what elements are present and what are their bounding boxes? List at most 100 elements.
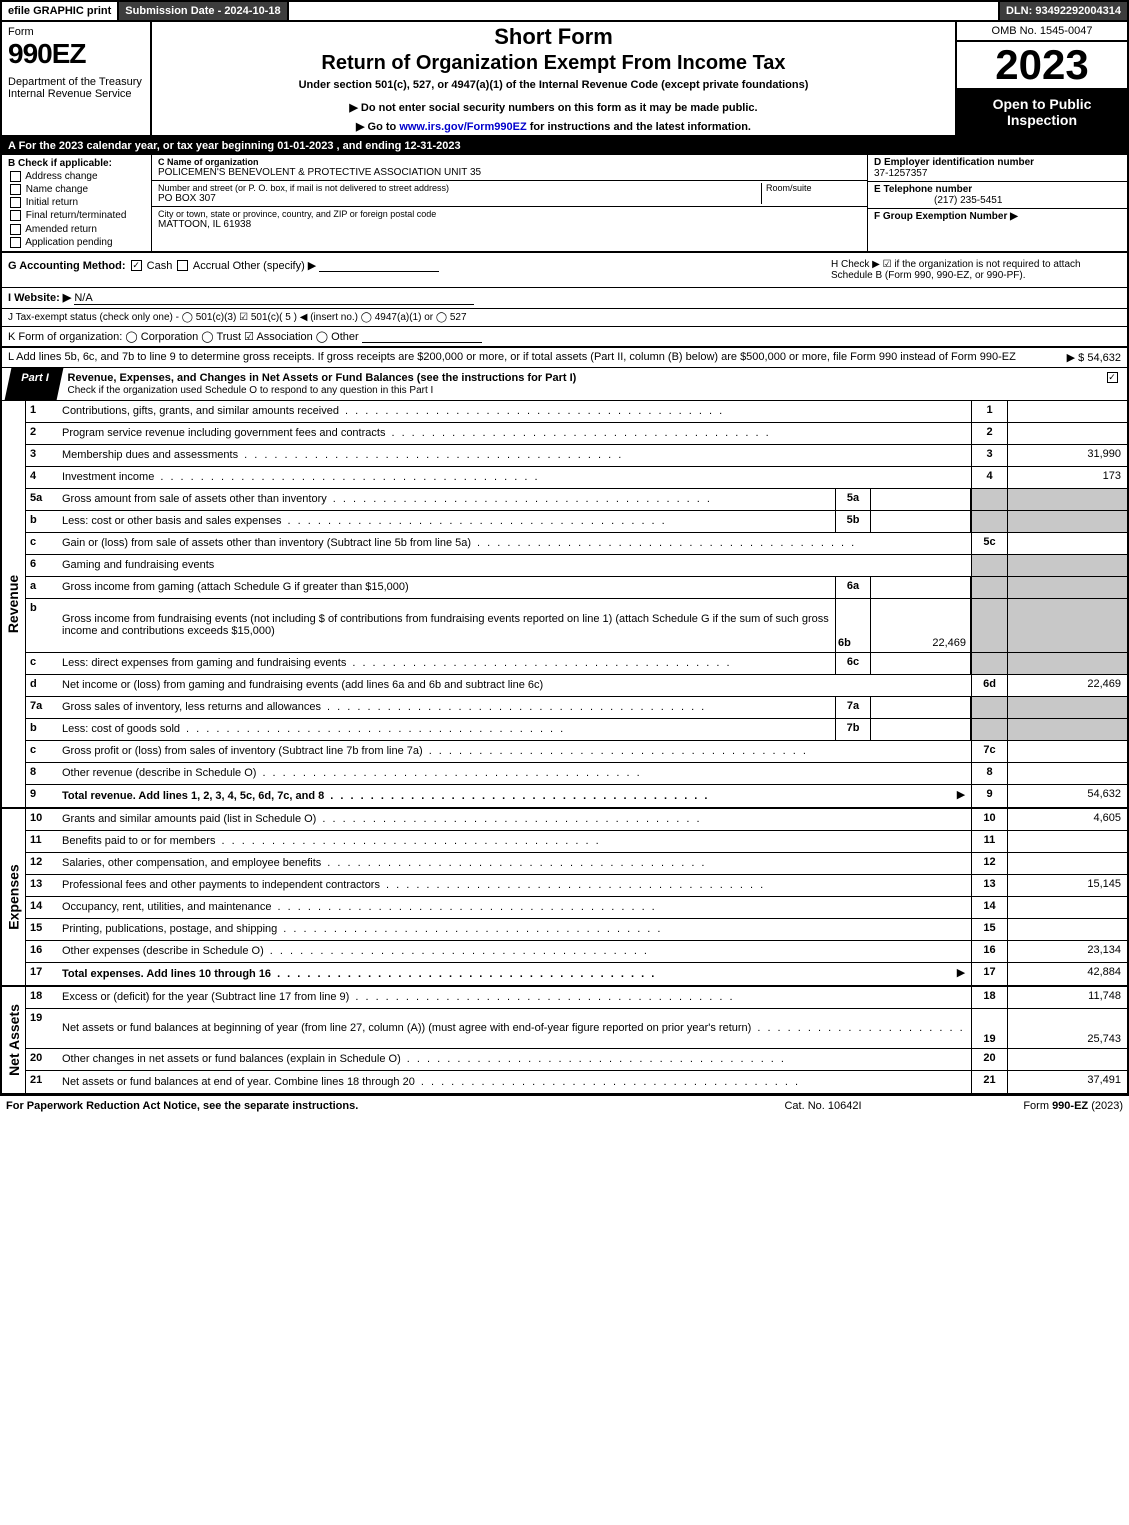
line-6c: cLess: direct expenses from gaming and f… <box>26 653 1127 675</box>
section-l: L Add lines 5b, 6c, and 7b to line 9 to … <box>0 348 1129 368</box>
line-6: 6Gaming and fundraising events <box>26 555 1127 577</box>
header-left: Form 990EZ Department of the Treasury In… <box>2 22 152 135</box>
form-header: Form 990EZ Department of the Treasury In… <box>0 22 1129 137</box>
i-label: I Website: ▶ <box>8 292 71 304</box>
accrual-label: Accrual <box>193 260 230 272</box>
chk-final-return[interactable]: Final return/terminated <box>8 210 145 221</box>
line-3: 3Membership dues and assessments331,990 <box>26 445 1127 467</box>
line-20: 20Other changes in net assets or fund ba… <box>26 1049 1127 1071</box>
revenue-table: Revenue 1Contributions, gifts, grants, a… <box>0 401 1129 809</box>
line-5c: cGain or (loss) from sale of assets othe… <box>26 533 1127 555</box>
line-6d: dNet income or (loss) from gaming and fu… <box>26 675 1127 697</box>
section-b-checkboxes: B Check if applicable: Address change Na… <box>2 155 152 251</box>
line-11: 11Benefits paid to or for members11 <box>26 831 1127 853</box>
line-19: 19Net assets or fund balances at beginni… <box>26 1009 1127 1049</box>
line-10: 10Grants and similar amounts paid (list … <box>26 809 1127 831</box>
section-c-org: C Name of organization POLICEMEN'S BENEV… <box>152 155 867 251</box>
ein: 37-1257357 <box>874 168 927 179</box>
note-ssn: ▶ Do not enter social security numbers o… <box>158 101 949 114</box>
section-k: K Form of organization: ◯ Corporation ◯ … <box>0 327 1129 348</box>
section-d-e-f: D Employer identification number 37-1257… <box>867 155 1127 251</box>
line-15: 15Printing, publications, postage, and s… <box>26 919 1127 941</box>
submission-date: Submission Date - 2024-10-18 <box>119 2 288 20</box>
irs-link[interactable]: www.irs.gov/Form990EZ <box>399 121 526 133</box>
line-5b: bLess: cost or other basis and sales exp… <box>26 511 1127 533</box>
page-footer: For Paperwork Reduction Act Notice, see … <box>0 1095 1129 1116</box>
row-a-tax-year: A For the 2023 calendar year, or tax yea… <box>0 137 1129 155</box>
f-label: F Group Exemption Number ▶ <box>874 211 1018 222</box>
l-text: L Add lines 5b, 6c, and 7b to line 9 to … <box>8 351 1057 364</box>
net-assets-table: Net Assets 18Excess or (deficit) for the… <box>0 987 1129 1095</box>
section-h: H Check ▶ ☑ if the organization is not r… <box>821 259 1121 281</box>
header-right: OMB No. 1545-0047 2023 Open to Public In… <box>957 22 1127 135</box>
telephone: (217) 235-5451 <box>874 195 1002 206</box>
chk-amended-return[interactable]: Amended return <box>8 224 145 235</box>
section-j: J Tax-exempt status (check only one) - ◯… <box>0 309 1129 327</box>
part-1-tag: Part I <box>5 368 63 400</box>
department: Department of the Treasury Internal Reve… <box>8 76 144 100</box>
line-6a: aGross income from gaming (attach Schedu… <box>26 577 1127 599</box>
line-17: 17Total expenses. Add lines 10 through 1… <box>26 963 1127 985</box>
line-2: 2Program service revenue including gover… <box>26 423 1127 445</box>
part-1-checkbox[interactable] <box>1097 368 1127 400</box>
subtitle: Under section 501(c), 527, or 4947(a)(1)… <box>158 79 949 91</box>
addr-label: Number and street (or P. O. box, if mail… <box>158 183 761 193</box>
note-link: ▶ Go to www.irs.gov/Form990EZ for instru… <box>158 120 949 133</box>
line-7a: 7aGross sales of inventory, less returns… <box>26 697 1127 719</box>
chk-initial-return[interactable]: Initial return <box>8 197 145 208</box>
part-1-title: Revenue, Expenses, and Changes in Net As… <box>60 368 1097 400</box>
part-1-subtitle: Check if the organization used Schedule … <box>68 385 434 396</box>
chk-name-change[interactable]: Name change <box>8 184 145 195</box>
dln: DLN: 93492292004314 <box>1000 2 1127 20</box>
line-4: 4Investment income4173 <box>26 467 1127 489</box>
chk-application-pending[interactable]: Application pending <box>8 237 145 248</box>
footer-form: Form 990-EZ (2023) <box>923 1100 1123 1112</box>
e-label: E Telephone number <box>874 184 972 195</box>
city-label: City or town, state or province, country… <box>158 209 861 219</box>
section-i: I Website: ▶ N/A <box>0 288 1129 309</box>
org-address: PO BOX 307 <box>158 193 761 204</box>
footer-catno: Cat. No. 10642I <box>723 1100 923 1112</box>
side-net-assets: Net Assets <box>2 987 26 1093</box>
section-g: G Accounting Method: Cash Accrual Other … <box>8 259 821 281</box>
line-1: 1Contributions, gifts, grants, and simil… <box>26 401 1127 423</box>
chk-accrual[interactable] <box>177 260 188 271</box>
d-label: D Employer identification number <box>874 157 1034 168</box>
top-bar: efile GRAPHIC print Submission Date - 20… <box>0 0 1129 22</box>
chk-address-change[interactable]: Address change <box>8 171 145 182</box>
footer-notice: For Paperwork Reduction Act Notice, see … <box>6 1100 723 1112</box>
line-5a: 5aGross amount from sale of assets other… <box>26 489 1127 511</box>
line-9: 9Total revenue. Add lines 1, 2, 3, 4, 5c… <box>26 785 1127 807</box>
side-expenses: Expenses <box>2 809 26 985</box>
section-b-block: B Check if applicable: Address change Na… <box>0 155 1129 253</box>
line-8: 8Other revenue (describe in Schedule O)8 <box>26 763 1127 785</box>
line-6b: bGross income from fundraising events (n… <box>26 599 1127 653</box>
efile-link[interactable]: efile GRAPHIC print <box>2 2 119 20</box>
chk-cash[interactable] <box>131 260 142 271</box>
other-input[interactable] <box>319 260 439 272</box>
spacer <box>289 2 1000 20</box>
tax-year: 2023 <box>957 42 1127 90</box>
org-city: MATTOON, IL 61938 <box>158 219 861 230</box>
c-label: C Name of organization <box>158 157 259 167</box>
section-g-h: G Accounting Method: Cash Accrual Other … <box>0 253 1129 288</box>
open-to-public: Open to Public Inspection <box>957 90 1127 135</box>
omb-number: OMB No. 1545-0047 <box>957 22 1127 42</box>
form-code: 990EZ <box>8 38 144 70</box>
line-21: 21Net assets or fund balances at end of … <box>26 1071 1127 1093</box>
line-14: 14Occupancy, rent, utilities, and mainte… <box>26 897 1127 919</box>
line-18: 18Excess or (deficit) for the year (Subt… <box>26 987 1127 1009</box>
other-label: Other (specify) ▶ <box>233 260 317 272</box>
k-other-input[interactable] <box>362 331 482 343</box>
line-13: 13Professional fees and other payments t… <box>26 875 1127 897</box>
line-7c: cGross profit or (loss) from sales of in… <box>26 741 1127 763</box>
line-16: 16Other expenses (describe in Schedule O… <box>26 941 1127 963</box>
title-short-form: Short Form <box>158 24 949 50</box>
k-text: K Form of organization: ◯ Corporation ◯ … <box>8 331 359 343</box>
part-1-header: Part I Revenue, Expenses, and Changes in… <box>0 368 1129 401</box>
line-7b: bLess: cost of goods sold7b <box>26 719 1127 741</box>
g-label: G Accounting Method: <box>8 260 126 272</box>
form-label: Form <box>8 26 144 38</box>
cash-label: Cash <box>147 260 173 272</box>
title-return: Return of Organization Exempt From Incom… <box>158 52 949 75</box>
